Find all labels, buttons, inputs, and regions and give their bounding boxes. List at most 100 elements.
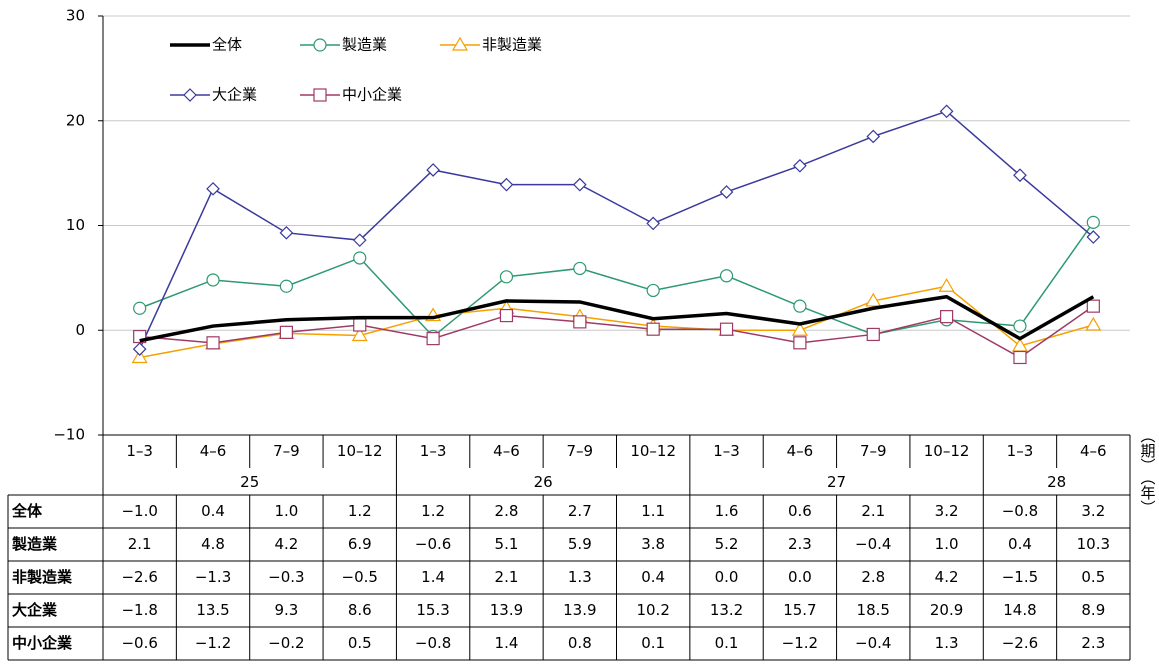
table-cell: 1.0	[274, 502, 298, 520]
table-cell: 1.0	[935, 535, 959, 553]
row-label: 中小企業	[12, 634, 73, 652]
x-tick-label: 4–6	[200, 442, 227, 460]
x-tick-label: 10–12	[924, 442, 970, 460]
marker	[353, 318, 367, 332]
marker	[206, 273, 220, 287]
y-tick-label: 0	[75, 321, 85, 339]
table-cell: −1.2	[195, 634, 231, 652]
table-cell: −0.6	[121, 634, 157, 652]
table-cell: 0.0	[715, 568, 739, 586]
marker	[1013, 168, 1027, 183]
series-line	[139, 285, 1094, 359]
legend-marker	[313, 88, 327, 102]
table-cell: 13.2	[710, 601, 743, 619]
marker	[426, 163, 440, 177]
table-cell: −1.2	[782, 634, 818, 652]
x-tick-label: 4–6	[1080, 442, 1107, 460]
marker	[865, 292, 882, 307]
table-cell: 1.2	[421, 502, 445, 520]
table-cell: 3.2	[935, 502, 959, 520]
table-cell: 5.2	[715, 535, 739, 553]
series-line	[139, 305, 1094, 359]
table-cell: 0.1	[641, 634, 665, 652]
table-cell: 0.4	[641, 568, 665, 586]
table-cell: 3.2	[1081, 502, 1105, 520]
marker	[131, 349, 148, 364]
table-cell: 1.4	[495, 634, 519, 652]
marker	[572, 177, 587, 192]
marker	[866, 327, 880, 342]
table-cell: 20.9	[930, 601, 963, 619]
x-group-label: 28	[1047, 473, 1066, 491]
x-group-label: 25	[240, 473, 259, 491]
table-cell: 1.1	[641, 502, 665, 520]
x-tick-label: 7–9	[860, 442, 887, 460]
table-cell: 0.8	[568, 634, 592, 652]
table-cell: 2.1	[495, 568, 519, 586]
table-cell: −0.8	[415, 634, 451, 652]
row-label: 非製造業	[12, 568, 73, 586]
legend-label: 中小企業	[342, 86, 402, 104]
row-label: 製造業	[11, 535, 58, 553]
table-cell: 1.3	[568, 568, 592, 586]
x-tick-label: 10–12	[337, 442, 383, 460]
legend-label: 非製造業	[482, 36, 542, 54]
table-cell: 0.5	[348, 634, 372, 652]
table-cell: 1.2	[348, 502, 372, 520]
table-cell: −0.6	[415, 535, 451, 553]
table-cell: 0.0	[788, 568, 812, 586]
marker	[646, 216, 661, 231]
legend-marker	[183, 88, 197, 102]
table-cell: 2.7	[568, 502, 592, 520]
table-cell: 2.8	[495, 502, 519, 520]
legend-label: 全体	[212, 36, 242, 54]
table-cell: 5.9	[568, 535, 592, 553]
table-cell: −0.2	[268, 634, 304, 652]
marker	[646, 283, 660, 298]
row-label: 全体	[11, 502, 43, 520]
marker	[279, 325, 293, 339]
legend-label: 大企業	[212, 86, 257, 104]
table-cell: −2.6	[1002, 634, 1038, 652]
table-cell: 13.5	[196, 601, 229, 619]
marker	[1086, 299, 1100, 313]
marker	[719, 185, 734, 199]
legend-marker	[313, 38, 327, 52]
table-cell: −0.5	[342, 568, 378, 586]
marker	[646, 322, 660, 336]
marker	[133, 301, 147, 315]
x-tick-label: 1–3	[1007, 442, 1034, 460]
table-cell: 0.4	[1008, 535, 1032, 553]
marker	[352, 233, 367, 248]
marker	[940, 310, 954, 324]
table-cell: 8.6	[348, 601, 372, 619]
marker	[351, 327, 368, 342]
x-group-unit-label: （年）	[1139, 470, 1157, 515]
table-cell: 9.3	[274, 601, 298, 619]
table-cell: 4.2	[935, 568, 959, 586]
marker	[499, 308, 514, 323]
y-tick-label: 20	[66, 111, 85, 129]
table-cell: −0.8	[1002, 502, 1038, 520]
x-unit-label: （期）	[1139, 428, 1157, 473]
table-cell: −0.3	[268, 568, 304, 586]
marker	[206, 336, 220, 350]
table-cell: −2.6	[121, 568, 157, 586]
table-cell: −0.4	[855, 634, 891, 652]
table-cell: −0.4	[855, 535, 891, 553]
marker	[939, 104, 954, 119]
marker	[279, 225, 294, 240]
table-cell: 15.3	[416, 601, 449, 619]
marker	[1013, 350, 1027, 365]
x-tick-label: 7–9	[273, 442, 300, 460]
marker	[1086, 215, 1100, 229]
table-cell: 4.8	[201, 535, 225, 553]
marker	[793, 158, 807, 173]
table-cell: 10.3	[1077, 535, 1110, 553]
table-cell: 2.1	[861, 502, 885, 520]
table-cell: 10.2	[636, 601, 669, 619]
y-tick-label: 10	[66, 216, 85, 234]
table-cell: 6.9	[348, 535, 372, 553]
marker	[573, 315, 587, 329]
